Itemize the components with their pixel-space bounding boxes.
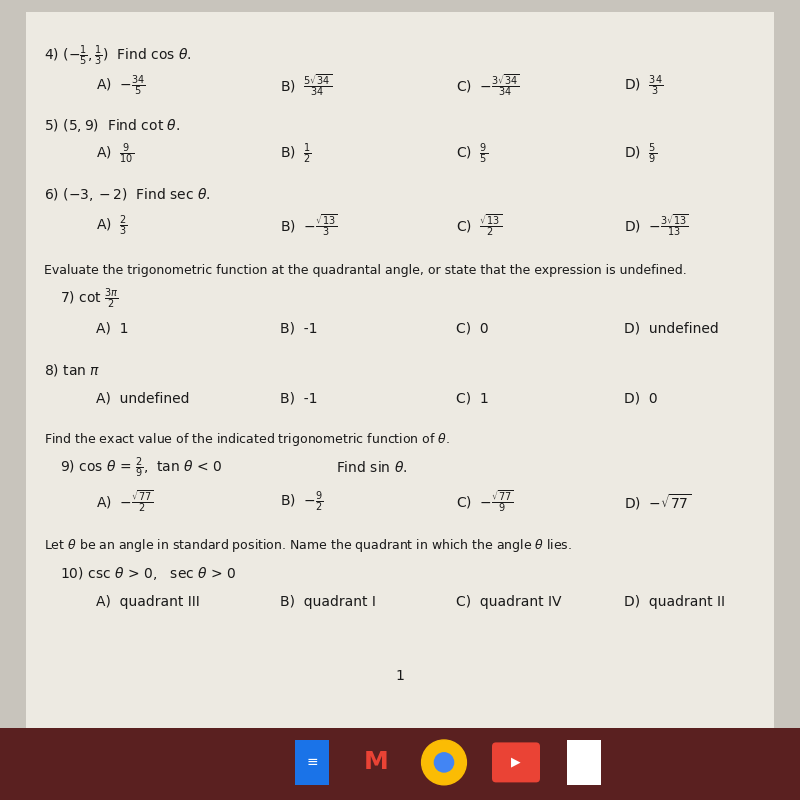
FancyBboxPatch shape [492, 742, 540, 782]
FancyBboxPatch shape [567, 740, 601, 785]
Text: B)  quadrant I: B) quadrant I [280, 595, 376, 610]
Text: C)  quadrant IV: C) quadrant IV [456, 595, 562, 610]
Text: C)  1: C) 1 [456, 391, 489, 406]
Text: ▶: ▶ [511, 756, 521, 769]
Circle shape [434, 753, 454, 772]
Text: A)  undefined: A) undefined [96, 391, 190, 406]
Text: A)  quadrant III: A) quadrant III [96, 595, 200, 610]
Text: 7) cot $\frac{3\pi}{2}$: 7) cot $\frac{3\pi}{2}$ [60, 286, 118, 310]
Text: A)  1: A) 1 [96, 321, 129, 335]
Text: A)  $-\frac{34}{5}$: A) $-\frac{34}{5}$ [96, 74, 146, 98]
Text: A)  $-\frac{\sqrt{77}}{2}$: A) $-\frac{\sqrt{77}}{2}$ [96, 489, 154, 514]
FancyBboxPatch shape [0, 728, 800, 800]
Text: A)  $\frac{2}{3}$: A) $\frac{2}{3}$ [96, 214, 128, 238]
Text: Evaluate the trigonometric function at the quadrantal angle, or state that the e: Evaluate the trigonometric function at t… [44, 264, 686, 277]
Text: 5) $(5, 9)$  Find cot $\theta$.: 5) $(5, 9)$ Find cot $\theta$. [44, 117, 180, 134]
Text: B)  -1: B) -1 [280, 321, 318, 335]
Text: 10) csc $\theta$ > 0,   sec $\theta$ > 0: 10) csc $\theta$ > 0, sec $\theta$ > 0 [60, 565, 236, 582]
Text: 8) tan $\pi$: 8) tan $\pi$ [44, 362, 100, 378]
Text: D)  $-\frac{3\sqrt{13}}{13}$: D) $-\frac{3\sqrt{13}}{13}$ [624, 213, 689, 238]
Text: D)  $\frac{34}{3}$: D) $\frac{34}{3}$ [624, 74, 663, 98]
FancyBboxPatch shape [26, 12, 774, 728]
Text: 4) $(-\frac{1}{5}, \frac{1}{3})$  Find cos $\theta$.: 4) $(-\frac{1}{5}, \frac{1}{3})$ Find co… [44, 44, 192, 68]
Circle shape [422, 740, 466, 785]
Text: C)  $-\frac{3\sqrt{34}}{34}$: C) $-\frac{3\sqrt{34}}{34}$ [456, 73, 520, 98]
Text: 1: 1 [395, 669, 405, 683]
Text: Find sin $\theta$.: Find sin $\theta$. [336, 461, 407, 475]
Text: D)  $-\sqrt{77}$: D) $-\sqrt{77}$ [624, 492, 691, 511]
Text: M: M [364, 750, 388, 774]
Text: C)  $\frac{9}{5}$: C) $\frac{9}{5}$ [456, 142, 488, 166]
Text: D)  undefined: D) undefined [624, 321, 718, 335]
Text: B)  $-\frac{\sqrt{13}}{3}$: B) $-\frac{\sqrt{13}}{3}$ [280, 213, 338, 238]
Text: B)  -1: B) -1 [280, 391, 318, 406]
Text: C)  $-\frac{\sqrt{77}}{9}$: C) $-\frac{\sqrt{77}}{9}$ [456, 489, 514, 514]
Text: D)  0: D) 0 [624, 391, 658, 406]
Text: D)  quadrant II: D) quadrant II [624, 595, 725, 610]
Text: Find the exact value of the indicated trigonometric function of $\theta$.: Find the exact value of the indicated tr… [44, 431, 450, 449]
Text: D)  $\frac{5}{9}$: D) $\frac{5}{9}$ [624, 142, 657, 166]
Text: C)  $\frac{\sqrt{13}}{2}$: C) $\frac{\sqrt{13}}{2}$ [456, 213, 502, 238]
Text: 9) cos $\theta$ = $\frac{2}{9}$,  tan $\theta$ < 0: 9) cos $\theta$ = $\frac{2}{9}$, tan $\t… [60, 456, 222, 480]
Text: C)  0: C) 0 [456, 321, 489, 335]
Text: B)  $\frac{1}{2}$: B) $\frac{1}{2}$ [280, 142, 312, 166]
Text: Let $\theta$ be an angle in standard position. Name the quadrant in which the an: Let $\theta$ be an angle in standard pos… [44, 537, 572, 554]
FancyBboxPatch shape [295, 740, 329, 785]
Text: A)  $\frac{9}{10}$: A) $\frac{9}{10}$ [96, 142, 134, 166]
Text: 6) $(-3, -2)$  Find sec $\theta$.: 6) $(-3, -2)$ Find sec $\theta$. [44, 186, 210, 203]
Text: ≡: ≡ [306, 755, 318, 770]
Text: B)  $-\frac{9}{2}$: B) $-\frac{9}{2}$ [280, 490, 323, 514]
Text: B)  $\frac{5\sqrt{34}}{34}$: B) $\frac{5\sqrt{34}}{34}$ [280, 73, 332, 98]
